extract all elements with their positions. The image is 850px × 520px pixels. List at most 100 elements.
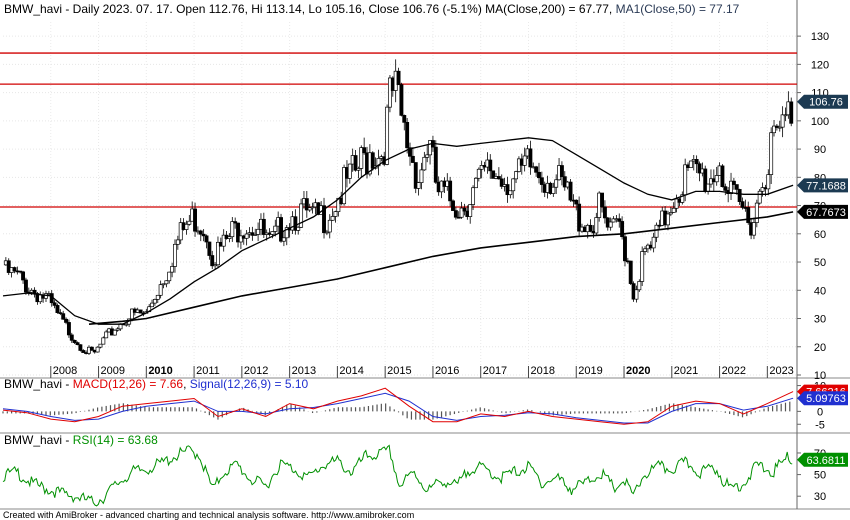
badge-ma200-shape — [797, 204, 848, 219]
candle-body — [433, 146, 438, 183]
candle-body — [634, 289, 639, 300]
candle-body — [399, 84, 404, 116]
candle-body — [780, 114, 785, 128]
y-tick-20: 20 — [814, 342, 826, 354]
candle-body — [674, 198, 679, 209]
rsi-tick-30: 30 — [814, 491, 826, 503]
badge-rsi: 63.6811 — [797, 452, 848, 467]
candle-body — [238, 235, 243, 243]
candle-body — [299, 203, 304, 228]
badge-close-text: 106.76 — [809, 97, 843, 109]
candle-body — [66, 322, 71, 336]
candle-body — [508, 190, 513, 196]
candle-body — [55, 305, 60, 313]
candle-body — [637, 281, 642, 291]
x-tick-2021: 2021 — [674, 365, 698, 377]
candle-body — [23, 279, 28, 293]
candle-body — [244, 233, 249, 239]
footer-credit: Created with AmiBroker - advanced charti… — [3, 510, 414, 520]
macd-tick--5: -5 — [815, 419, 825, 431]
candle-body — [253, 234, 258, 236]
candle-body — [499, 178, 504, 187]
badge-ma200-text: 67.7673 — [806, 207, 846, 219]
candle-body — [688, 160, 693, 168]
axis-badges: 106.7677.168867.76737.662165.0976363.681… — [797, 94, 848, 467]
candle-body — [668, 212, 673, 215]
candle-body — [32, 289, 37, 294]
candle-body — [746, 207, 751, 223]
macd-plot — [2, 387, 794, 425]
candle-body — [198, 230, 203, 235]
candle-body — [89, 346, 94, 351]
candle-body — [754, 202, 759, 223]
candle-body — [453, 210, 458, 218]
candle-body — [588, 224, 593, 232]
candle-body — [170, 266, 175, 273]
candle-body — [6, 260, 11, 273]
candle-body — [617, 218, 622, 222]
candle-body — [152, 299, 157, 304]
candle-body — [233, 221, 238, 224]
candle-body — [207, 241, 212, 256]
candle-body — [416, 182, 421, 189]
badge-rsi-shape — [797, 452, 848, 467]
candle-body — [175, 239, 180, 245]
candle-body — [167, 271, 172, 282]
rsi-plot — [2, 444, 793, 507]
candle-body — [230, 221, 235, 238]
candle-body — [657, 224, 662, 227]
candle-body — [324, 231, 329, 234]
candle-body — [184, 223, 189, 230]
candle-body — [740, 201, 745, 208]
y-tick-90: 90 — [814, 144, 826, 156]
x-tick-2019: 2019 — [578, 365, 602, 377]
candle-body — [408, 147, 412, 157]
candle-body — [537, 171, 541, 179]
x-axis: 2008 2009 2010 2011 2012 2013 2014 2015 2016 2017… — [50, 365, 794, 378]
rsi-line — [2, 444, 793, 507]
candle-body — [522, 155, 527, 166]
candle-body — [425, 154, 430, 158]
y-tick-50: 50 — [814, 257, 826, 269]
y-tick-120: 120 — [811, 59, 829, 71]
x-tick-2013: 2013 — [292, 365, 316, 377]
candle-body — [760, 187, 765, 192]
macd-tick-0: 0 — [817, 406, 823, 418]
candle-body — [611, 218, 616, 223]
x-tick-2018: 2018 — [530, 365, 554, 377]
candle-body — [737, 189, 742, 202]
candle-body — [322, 205, 326, 234]
candle-body — [304, 198, 309, 211]
ma50-line — [2, 137, 794, 325]
candle-body — [61, 313, 66, 320]
candle-body — [654, 224, 659, 238]
candle-body — [342, 167, 347, 205]
candle-body — [459, 207, 464, 218]
candle-body — [628, 260, 633, 284]
candle-body — [471, 187, 476, 205]
candle-body — [734, 184, 739, 190]
candle-body — [757, 190, 762, 204]
candle-body — [623, 236, 627, 262]
candle-body — [448, 180, 453, 202]
candle-body — [488, 159, 493, 172]
candle-body — [554, 179, 559, 188]
candle-body — [104, 331, 109, 339]
candle-body — [130, 308, 134, 320]
candle-body — [138, 309, 143, 314]
candles — [3, 59, 794, 355]
candle-body — [293, 216, 298, 231]
rsi-header-prefix: BMW_havi - — [4, 433, 73, 447]
rsi-header-rsi: RSI(14) = 63.68 — [73, 433, 158, 447]
candle-body — [12, 267, 17, 272]
x-tick-2017: 2017 — [483, 365, 507, 377]
x-tick-2015: 2015 — [387, 365, 411, 377]
candle-body — [124, 323, 129, 326]
badge-close: 106.76 — [797, 94, 848, 109]
candle-body — [766, 174, 771, 190]
candle-body — [405, 121, 410, 149]
candle-body — [187, 220, 192, 225]
y-tick-10: 10 — [814, 370, 826, 382]
candle-body — [643, 248, 647, 252]
candle-body — [534, 166, 539, 173]
